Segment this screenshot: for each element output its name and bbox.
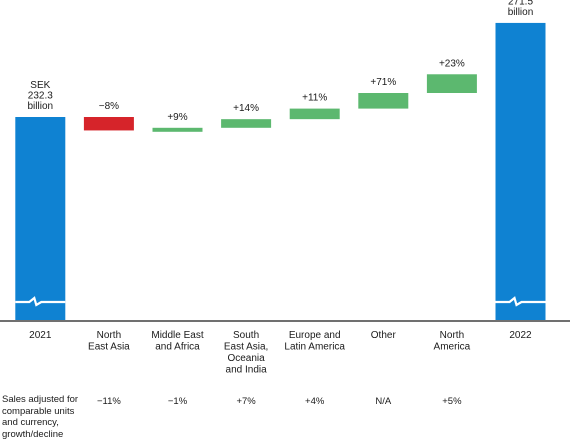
category-label: Middle East and Africa xyxy=(151,330,203,353)
bar-2021 xyxy=(15,117,66,320)
axis-break-marker xyxy=(495,296,546,307)
bar-north-east-asia xyxy=(83,117,134,131)
footer-value: +5% xyxy=(442,396,462,407)
category-label: North East Asia xyxy=(88,330,130,353)
bar-south-east-asia-oceania-and-india xyxy=(221,119,272,128)
data-label: +23% xyxy=(439,58,465,69)
category-label: Other xyxy=(371,330,397,341)
footer-row-label: Sales adjusted for comparable units and cu… xyxy=(2,394,79,440)
data-label: SEK 232.3 billion xyxy=(28,80,54,112)
axis-break-marker xyxy=(15,296,66,307)
footer-value: N/A xyxy=(375,396,392,407)
data-label: +9% xyxy=(167,112,187,123)
footer-value: +4% xyxy=(305,396,325,407)
footer-value: −1% xyxy=(167,396,188,407)
category-label: 2021 xyxy=(29,330,52,341)
footer-value: +7% xyxy=(236,396,256,407)
data-label: +71% xyxy=(370,77,396,88)
bar-other xyxy=(358,93,409,109)
data-label: −8% xyxy=(99,101,119,112)
bar-north-america xyxy=(426,74,477,93)
category-label: Europe and Latin America xyxy=(284,330,345,353)
data-label: +11% xyxy=(302,93,327,104)
category-label: North America xyxy=(434,330,471,353)
data-label: +14% xyxy=(233,103,259,114)
category-label: South East Asia, Oceania and India xyxy=(224,330,268,376)
category-label: 2022 xyxy=(509,330,532,341)
bar-europe-and-latin-america xyxy=(289,108,340,120)
bar-2022 xyxy=(495,22,546,320)
footer-value: −11% xyxy=(96,396,121,407)
bar-middle-east-and-africa xyxy=(152,127,203,132)
